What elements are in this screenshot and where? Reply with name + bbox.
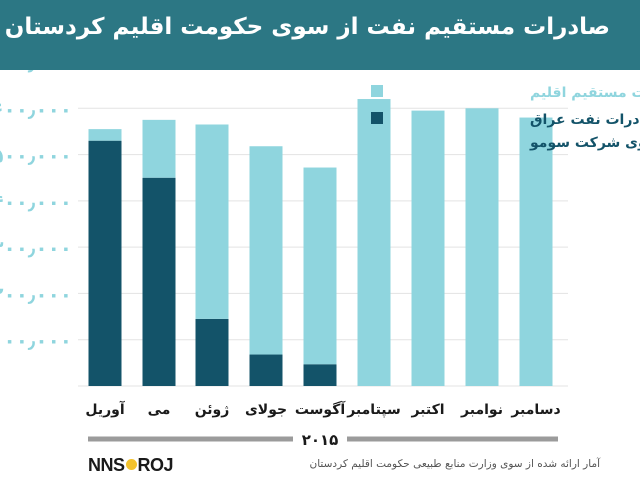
bar-chart: ۱۰۰٫۰۰۰ ۲۰۰٫۰۰۰ ۳۰۰٫۰۰۰ ۴۰۰٫۰۰۰ ۵۰۰٫۰۰۰ ۶۰۰٫۰…: [0, 70, 640, 449]
x-tick-label: سپتامبر: [346, 402, 401, 418]
y-tick-label: ۶۰۰٫۰۰۰: [0, 97, 72, 121]
x-tick-label: می: [148, 402, 171, 418]
year-bar-right: [347, 436, 558, 442]
legend-label-kurdistan: صادرات مستقیم اقلیم: [530, 85, 640, 101]
x-tick-label: جولای: [245, 402, 287, 418]
legend-swatch-kurdistan: [371, 85, 383, 97]
source-note: آمار ارائه شده از سوی وزارت منابع طبیعی …: [309, 458, 600, 470]
nns-roj-logo: NNS ROJ: [88, 455, 174, 476]
y-tick-label: ۱۰۰٫۰۰۰: [0, 329, 72, 353]
y-tick-label: ۷۰۰٫۰۰۰: [0, 70, 72, 75]
bar-kurdistan-segment: [88, 129, 122, 141]
bar-kurdistan-segment: [303, 167, 337, 365]
bar-kurdistan-segment: [411, 110, 445, 386]
y-tick-label: ۴۰۰٫۰۰۰: [0, 190, 72, 214]
bar-kurdistan-segment: [519, 117, 553, 387]
legend-label-somo: صادرات نفت عراق: [530, 112, 640, 128]
bar-somo-segment: [88, 140, 122, 386]
year-bar-left: [88, 436, 293, 442]
bar-kurdistan-segment: [195, 124, 229, 319]
chart-title: صادرات مستقیم نفت از سوی حکومت اقلیم کرد…: [4, 14, 610, 40]
x-tick-label: اکتبر: [410, 402, 444, 418]
bar-kurdistan-segment: [357, 99, 391, 387]
x-tick-label: ژوئن: [195, 402, 230, 418]
x-tick-label: آگوست: [295, 400, 347, 418]
x-tick-label: نوامبر: [460, 402, 503, 418]
logo-text-left: NNS: [88, 455, 125, 475]
y-tick-label: ۵۰۰٫۰۰۰: [0, 144, 72, 168]
legend-swatch-somo: [371, 112, 383, 124]
legend-label-somo-line2: از سوی شرکت سومو: [529, 135, 640, 151]
bar-somo-segment: [195, 318, 229, 386]
x-tick-label: آوریل: [85, 400, 126, 418]
logo-text-right: ROJ: [137, 455, 174, 475]
title-banner: صادرات مستقیم نفت از سوی حکومت اقلیم کرد…: [0, 0, 640, 70]
bar-kurdistan-segment: [249, 146, 283, 355]
y-tick-label: ۲۰۰٫۰۰۰: [0, 282, 72, 306]
bar-kurdistan-segment: [465, 108, 499, 387]
sun-icon: [125, 459, 137, 471]
x-tick-label: دسامبر: [510, 402, 560, 418]
bar-kurdistan-segment: [142, 119, 176, 178]
year-label: ۲۰۱۵: [302, 431, 339, 449]
bar-somo-segment: [303, 364, 337, 386]
bar-somo-segment: [142, 177, 176, 386]
y-tick-label: ۳۰۰٫۰۰۰: [0, 236, 72, 260]
bar-somo-segment: [249, 354, 283, 386]
